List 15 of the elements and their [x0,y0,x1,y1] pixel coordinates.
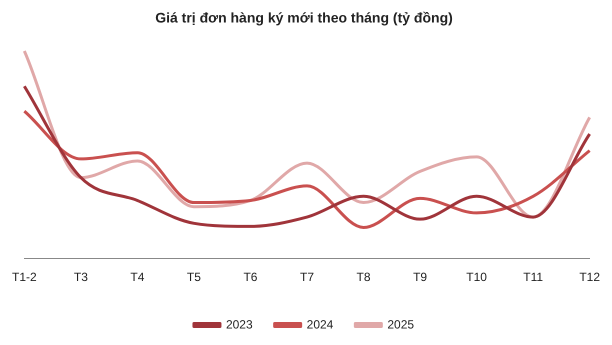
x-tick-label: T3 [74,270,88,284]
legend-label: 2025 [387,317,414,332]
x-tick-label: T7 [300,270,314,284]
chart-title: Giá trị đơn hàng ký mới theo tháng (tỷ đồng) [155,9,453,26]
x-tick-label: T10 [466,270,488,284]
legend-label: 2023 [226,317,253,332]
x-tick-label: T11 [523,270,544,284]
x-tick-label: T6 [243,270,258,284]
x-tick-label: T5 [186,270,202,284]
legend-label: 2024 [306,317,334,332]
x-tick-label: T4 [130,270,145,284]
x-tick-label: T1-2 [12,270,37,284]
x-tick-label: T9 [413,270,428,284]
x-tick-label: T12 [579,270,600,284]
x-tick-label: T8 [356,270,371,284]
